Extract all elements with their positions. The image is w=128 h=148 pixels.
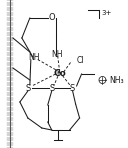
Text: NH: NH [28, 53, 40, 62]
Text: NH: NH [51, 49, 62, 58]
Text: Cl: Cl [77, 56, 84, 65]
Text: NH₃: NH₃ [109, 75, 124, 85]
Text: S: S [70, 83, 75, 92]
Text: S: S [25, 83, 30, 92]
Text: S: S [49, 83, 54, 92]
Text: 3+: 3+ [102, 10, 112, 16]
Text: O: O [48, 12, 55, 21]
Text: Co: Co [53, 69, 66, 78]
